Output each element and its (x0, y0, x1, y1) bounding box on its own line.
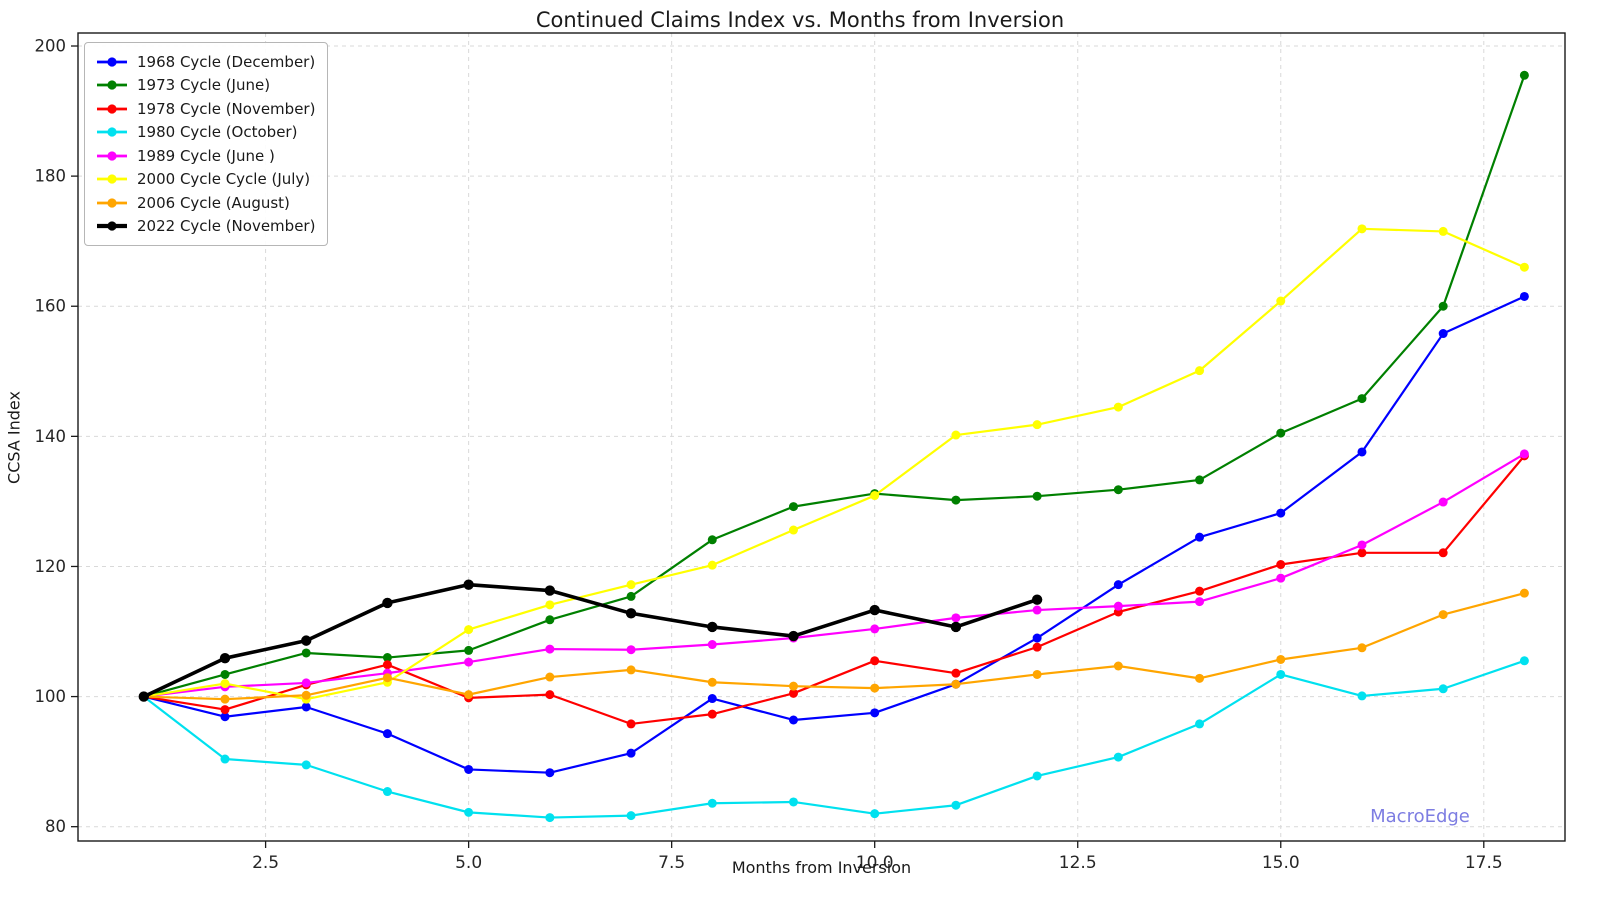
legend-item: 2006 Cycle (August) (95, 193, 315, 212)
svg-text:140: 140 (35, 427, 67, 446)
legend-item-label: 1989 Cycle (June ) (137, 146, 275, 165)
legend-line-icon (97, 56, 127, 67)
svg-text:180: 180 (35, 167, 67, 186)
legend-line-icon (97, 197, 127, 208)
legend-item-label: 2000 Cycle Cycle (July) (137, 170, 311, 188)
legend-item: 1980 Cycle (October) (95, 123, 315, 142)
watermark: MacroEdge (1370, 806, 1470, 827)
legend-item-label: 1973 Cycle (June) (137, 76, 271, 94)
svg-text:15.0: 15.0 (1262, 853, 1300, 873)
legend-line-icon (97, 80, 127, 90)
legend-item-label: 1978 Cycle (November) (137, 99, 316, 118)
legend-line-icon (97, 150, 127, 161)
chart-title: Continued Claims Index vs. Months from I… (535, 8, 1065, 32)
legend-item-label: 1980 Cycle (October) (137, 123, 298, 141)
legend-line-icon (97, 127, 127, 137)
legend-item: 2022 Cycle (November) (95, 217, 315, 236)
svg-text:160: 160 (35, 297, 67, 316)
svg-text:2.5: 2.5 (252, 853, 279, 873)
svg-text:7.5: 7.5 (658, 853, 685, 873)
svg-text:17.5: 17.5 (1465, 853, 1503, 873)
x-axis-label: Months from Inversion (731, 858, 912, 877)
legend-item: 1968 Cycle (December) (95, 52, 315, 71)
svg-text:200: 200 (35, 37, 67, 56)
legend: 1968 Cycle (December) 1973 Cycle (June) … (84, 42, 329, 246)
legend-item-label: 1968 Cycle (December) (137, 52, 316, 71)
legend-item-label: 2022 Cycle (November) (137, 217, 316, 235)
svg-text:120: 120 (35, 557, 67, 576)
legend-item: 1978 Cycle (November) (95, 99, 315, 118)
legend-item-label: 2006 Cycle (August) (137, 193, 290, 212)
legend-item: 1973 Cycle (June) (95, 76, 315, 95)
legend-item: 1989 Cycle (June ) (95, 146, 315, 165)
legend-item: 2000 Cycle Cycle (July) (95, 170, 315, 189)
legend-line-icon (97, 221, 127, 231)
svg-text:12.5: 12.5 (1059, 853, 1097, 873)
legend-line-icon (97, 174, 127, 184)
svg-text:100: 100 (35, 687, 67, 706)
legend-line-icon (97, 103, 127, 114)
svg-text:5.0: 5.0 (455, 853, 482, 873)
svg-text:80: 80 (45, 817, 66, 836)
svg-text:10.0: 10.0 (856, 853, 894, 873)
